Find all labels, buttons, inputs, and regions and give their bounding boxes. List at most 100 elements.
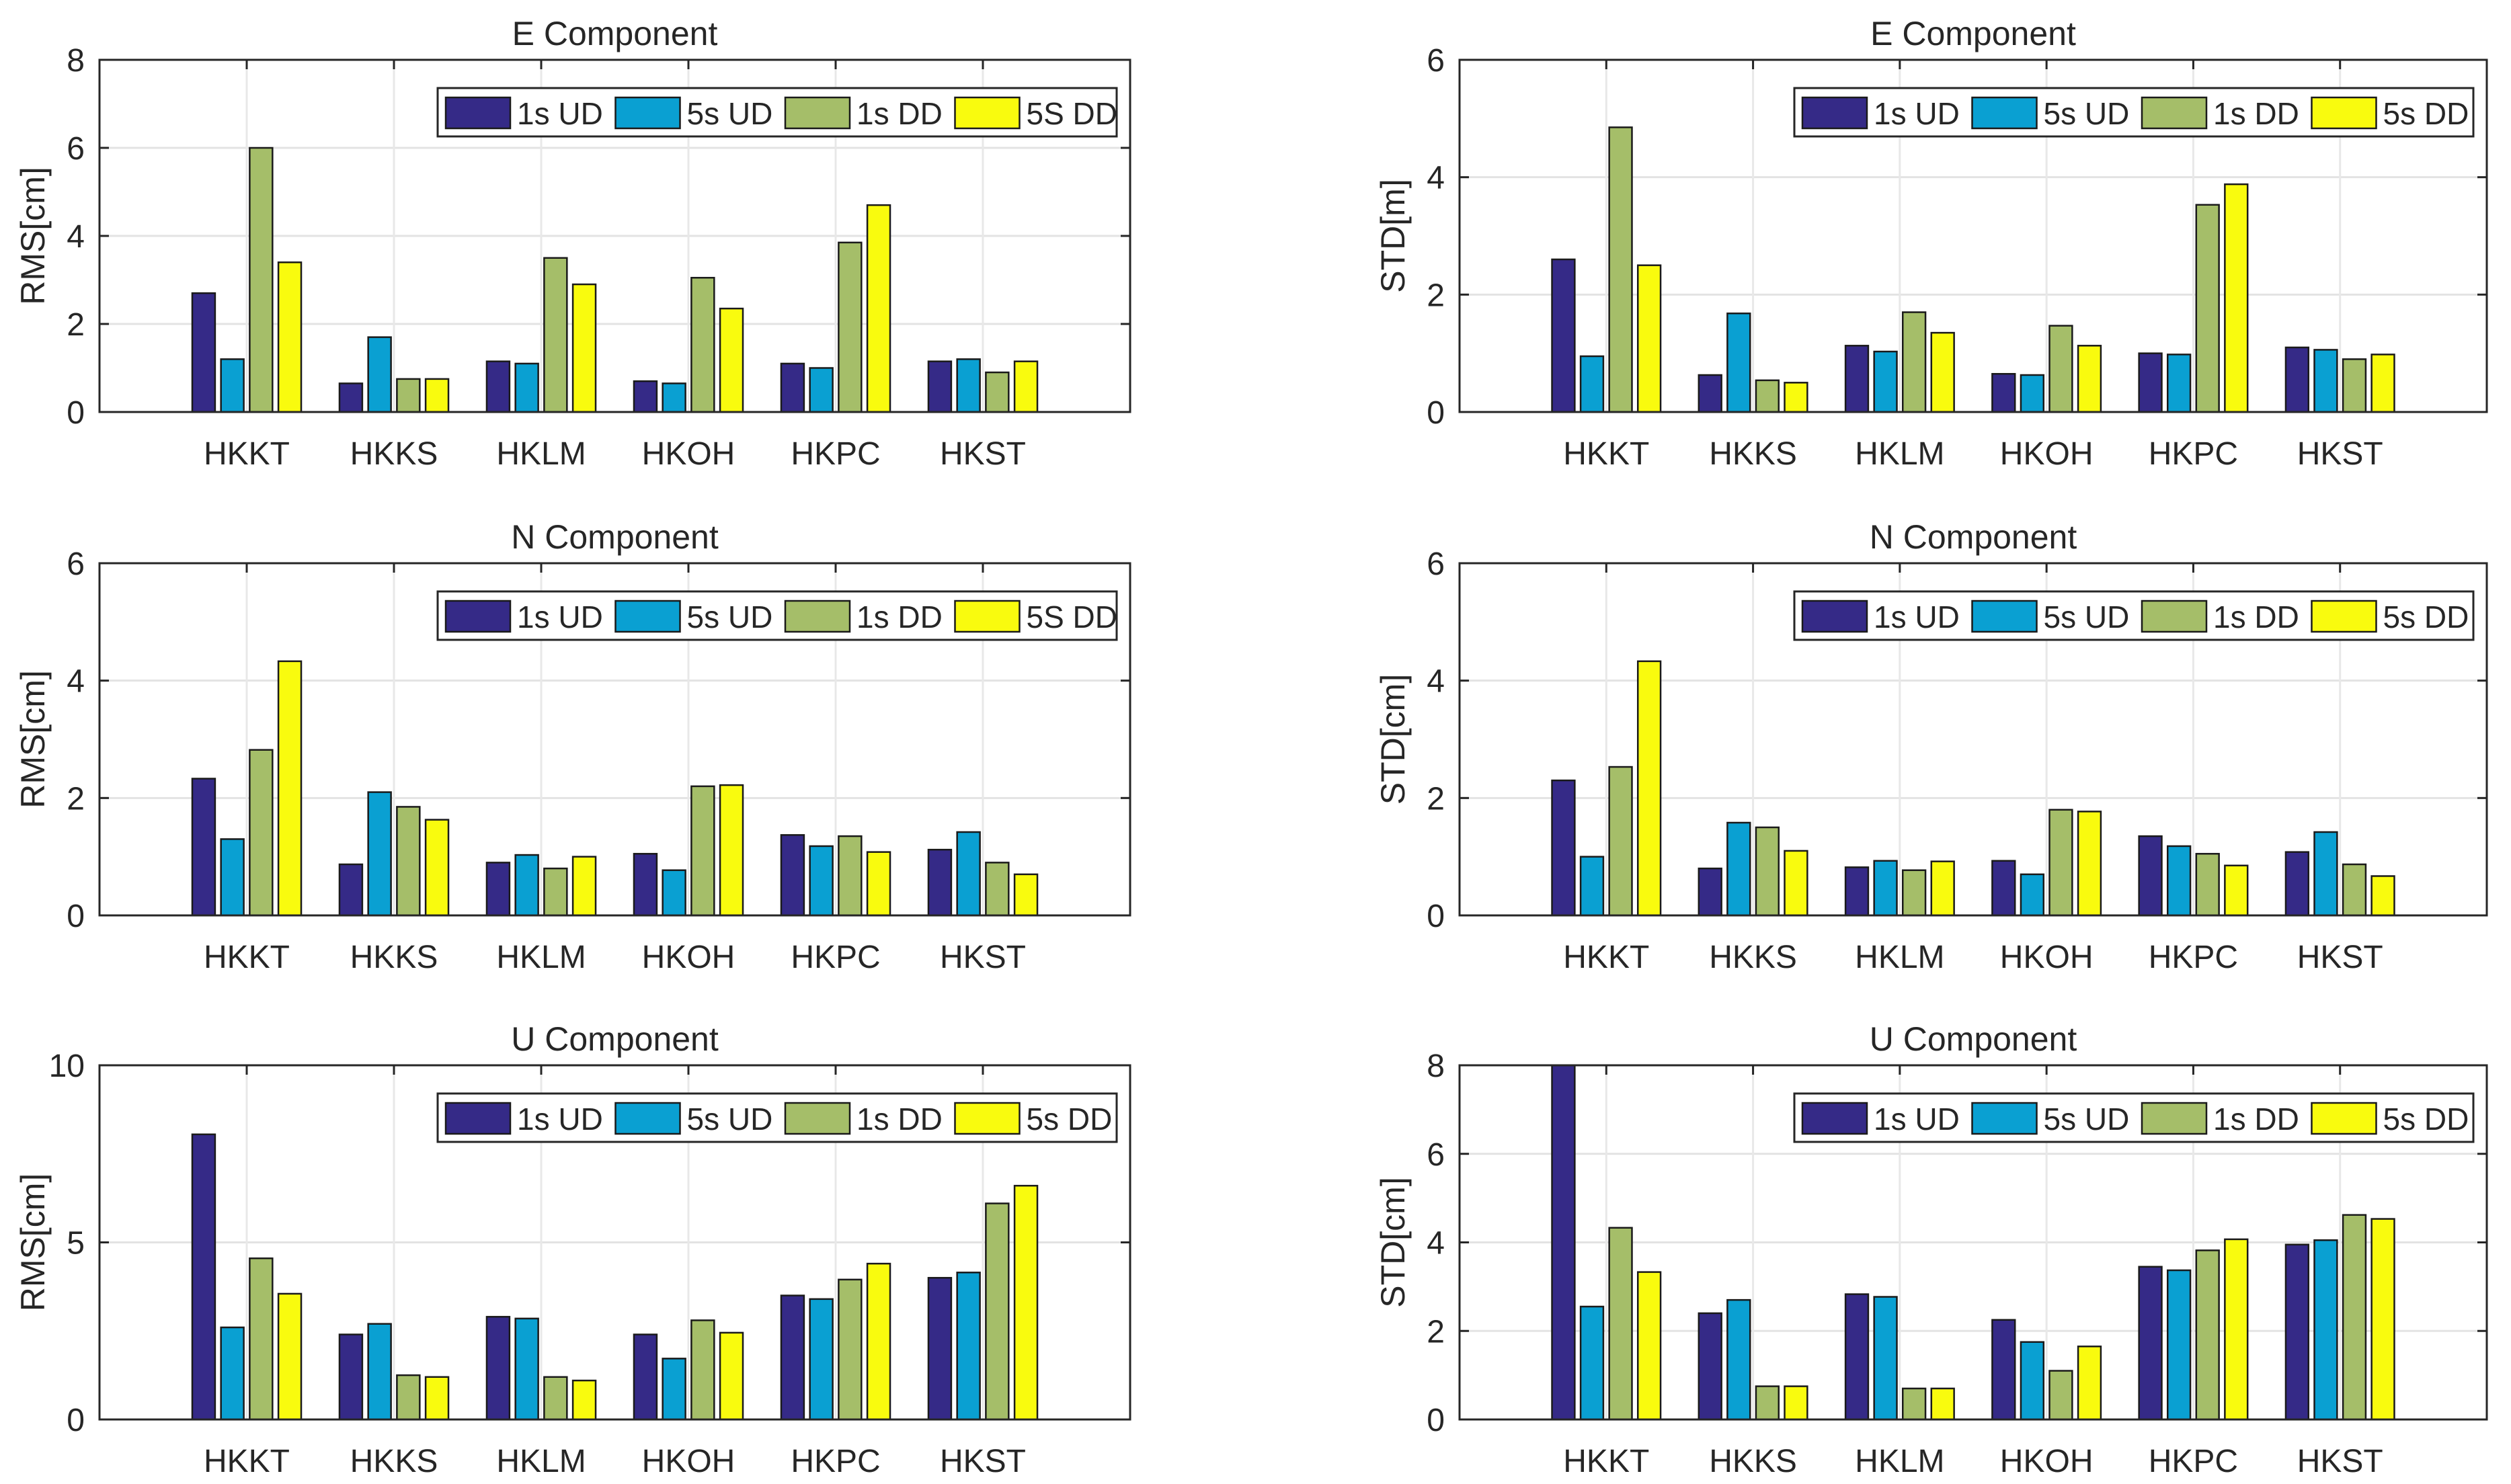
bar-1s-dd (838, 835, 863, 917)
bar-5s-ud (2020, 374, 2045, 413)
bar-5s-ud (809, 845, 834, 917)
bar-5s-dd (719, 784, 744, 917)
bar-5s-ud (220, 1326, 245, 1421)
x-tick-label: HKST (2297, 940, 2383, 975)
bar-5s-ud (956, 358, 981, 413)
y-tick-label: 0 (67, 899, 85, 934)
legend-label: 5S DD (1027, 600, 1117, 634)
x-tick-label: HKOH (642, 940, 735, 975)
bar-5s-dd (1636, 264, 1662, 413)
bar-1s-ud (1844, 345, 1870, 413)
bar-5s-dd (2224, 864, 2249, 917)
bar-5s-ud (1726, 1298, 1751, 1421)
bar-1s-ud (927, 360, 953, 413)
bar-1s-ud (191, 1133, 216, 1421)
legend-swatch (614, 1102, 681, 1135)
bar-5s-ud (2313, 831, 2338, 917)
x-tick-label: HKOH (2000, 940, 2094, 975)
bar-5s-ud (367, 791, 392, 917)
y-tick-label: 5 (67, 1226, 85, 1262)
y-tick-label: 2 (1427, 781, 1445, 817)
bar-1s-dd (838, 241, 863, 413)
bar-1s-dd (1755, 379, 1780, 413)
x-tick-label: HKKS (1709, 940, 1797, 975)
bar-1s-dd (543, 867, 568, 917)
legend-swatch (1801, 600, 1868, 633)
bar-5s-dd (719, 307, 744, 413)
legend-swatch (1801, 96, 1868, 130)
bar-5s-dd (1784, 1385, 1808, 1421)
axes-box (98, 58, 1131, 413)
legend-label: 1s DD (856, 96, 943, 131)
bar-1s-ud (338, 863, 364, 917)
bar-5s-dd (1636, 1271, 1662, 1421)
bar-1s-ud (780, 1294, 805, 1421)
x-tick-label: HKKS (350, 940, 438, 975)
chart-panel-2: 0 2 4 6 HKKT HKKS HKLM HKOH HKPC HKST E Component S… (1374, 15, 2488, 472)
y-tick-label: 6 (1427, 1137, 1445, 1173)
legend-label: 5s DD (2383, 96, 2469, 131)
legend: 1s UD 5s UD 1s DD 5s DD (1793, 590, 2475, 641)
bar-1s-ud (927, 1276, 953, 1421)
bar-5s-ud (2020, 873, 2045, 917)
x-tick-label: HKLM (1855, 940, 1944, 975)
legend-label: 5s UD (2044, 96, 2130, 131)
bar-1s-ud (2138, 352, 2163, 413)
bar-1s-ud (1698, 374, 1722, 413)
x-tick-label: HKLM (496, 1444, 586, 1479)
bar-1s-ud (338, 382, 364, 413)
bar-1s-dd (690, 1319, 715, 1421)
bar-5s-ud (220, 358, 245, 413)
bar-1s-ud (485, 862, 511, 917)
bar-1s-dd (249, 147, 274, 413)
bar-1s-dd (1608, 1227, 1633, 1421)
bar-1s-ud (633, 380, 658, 413)
legend-label: 1s UD (517, 1102, 603, 1137)
bar-5s-dd (1930, 1387, 1955, 1421)
bar-1s-dd (690, 785, 715, 917)
legend-label: 5s UD (2044, 600, 2130, 634)
bar-5s-dd (1013, 1184, 1039, 1421)
bar-1s-dd (1755, 1385, 1780, 1421)
y-tick-label: 6 (1427, 43, 1445, 79)
chart-panel-4: 0 2 4 6 HKKT HKKS HKLM HKOH HKPC HKST N Component S… (1374, 518, 2488, 975)
y-tick-label: 2 (1427, 278, 1445, 313)
legend-swatch (1801, 1102, 1868, 1135)
x-tick-label: HKKS (350, 1444, 438, 1479)
bar-1s-dd (1901, 1387, 1927, 1421)
bar-5s-dd (424, 1376, 450, 1421)
legend-label: 1s DD (2213, 96, 2299, 131)
y-tick-label: 4 (1427, 161, 1445, 196)
x-tick-label: HKOH (2000, 1444, 2094, 1479)
bar-1s-ud (338, 1333, 364, 1421)
legend-label: 1s UD (1874, 96, 1960, 131)
legend-swatch (954, 600, 1021, 633)
bar-1s-ud (485, 360, 511, 413)
bar-5s-dd (2370, 354, 2395, 413)
bar-5s-dd (571, 856, 597, 917)
legend-label: 5s UD (687, 1102, 773, 1137)
bar-5s-dd (277, 261, 303, 413)
bar-5s-ud (367, 336, 392, 413)
bar-5s-ud (1873, 860, 1898, 917)
bar-5s-dd (1013, 360, 1039, 413)
x-tick-label: HKKT (204, 436, 290, 472)
bar-1s-dd (2048, 325, 2073, 413)
bar-1s-ud (2284, 346, 2310, 413)
chart-panel-3: 0 2 4 6 HKKT HKKS HKLM HKOH HKPC HKST N Component R… (14, 518, 1131, 975)
legend-swatch (2311, 96, 2377, 130)
y-tick-label: 10 (49, 1048, 85, 1084)
chart-title: N Component (511, 518, 719, 556)
bar-5s-dd (2224, 183, 2249, 413)
legend-label: 1s DD (856, 600, 943, 634)
legend-label: 5s UD (687, 96, 773, 131)
x-tick-label: HKKT (1563, 940, 1649, 975)
bar-5s-dd (719, 1331, 744, 1421)
chart-title: U Component (511, 1020, 719, 1058)
bar-1s-ud (1698, 1312, 1722, 1421)
bar-1s-ud (1991, 372, 2016, 413)
axes-box (1458, 1064, 2488, 1421)
legend-swatch (2141, 1102, 2208, 1135)
bar-5s-dd (2370, 875, 2395, 917)
legend-label: 1s UD (517, 600, 603, 634)
